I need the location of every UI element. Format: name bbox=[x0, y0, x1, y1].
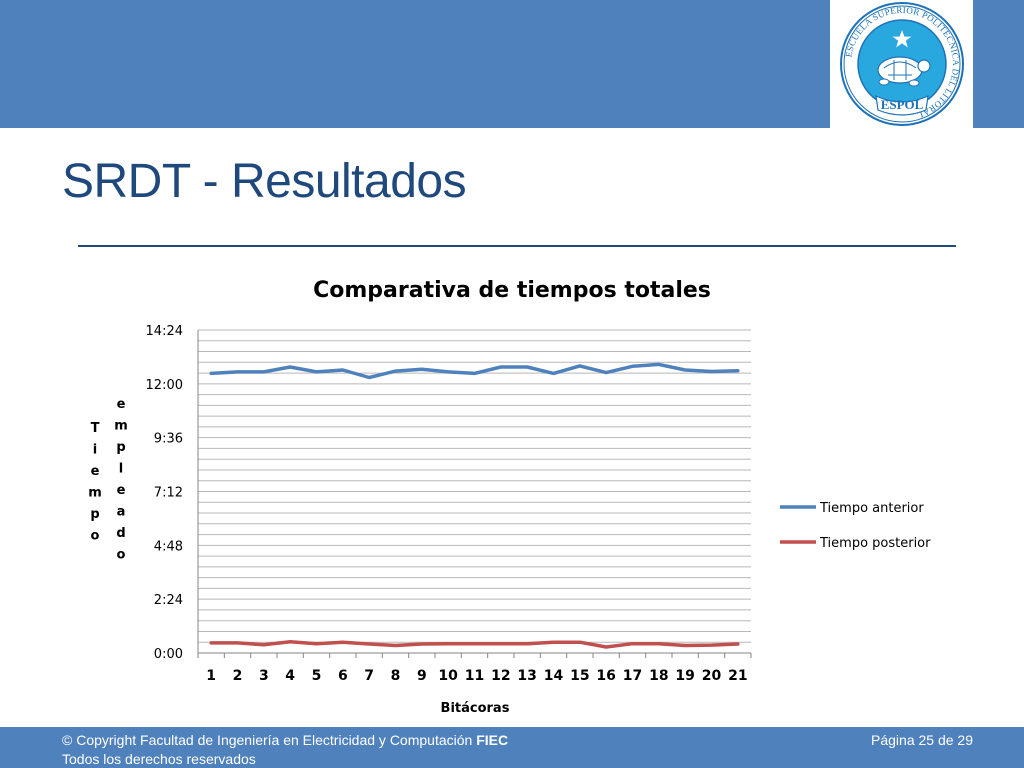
title-divider bbox=[78, 245, 956, 247]
x-tick-label: 11 bbox=[465, 668, 484, 684]
comparison-line-chart: Comparativa de tiempos totales 0:00 2:24 4… bbox=[88, 278, 931, 716]
logo-banner-text: ESPOL bbox=[881, 97, 924, 112]
x-tick-label: 10 bbox=[438, 668, 458, 684]
x-tick-label: 20 bbox=[702, 668, 722, 684]
chart-legend: Tiempo anterior Tiempo posterior bbox=[780, 501, 931, 551]
x-tick-label: 12 bbox=[491, 668, 510, 684]
footer-rights: Todos los derechos reservados bbox=[62, 751, 256, 767]
x-tick-label: 7 bbox=[364, 668, 374, 684]
x-axis-tick-labels: 1 2 3 4 5 6 7 8 9 10 11 12 13 14 15 16 17 18 19 20 21 bbox=[206, 668, 747, 684]
legend-label-1: Tiempo anterior bbox=[819, 501, 924, 516]
page-number: Página 25 de 29 bbox=[871, 732, 973, 748]
espol-logo: ESCUELA SUPERIOR POLITECNICA DEL LITORAL… bbox=[830, 0, 973, 128]
footer-copyright: © Copyright Facultad de Ingeniería en El… bbox=[62, 732, 508, 748]
footer-brand: FIEC bbox=[476, 732, 509, 748]
x-tick-label: 21 bbox=[728, 668, 747, 684]
series-line-2 bbox=[209, 640, 740, 649]
y-tick-label: 14:24 bbox=[146, 324, 183, 339]
chart-gridlines bbox=[198, 329, 751, 643]
x-tick-label: 1 bbox=[206, 668, 216, 684]
footer-bar: © Copyright Facultad de Ingeniería en El… bbox=[0, 727, 1024, 768]
copyright-text: © Copyright Facultad de Ingeniería en El… bbox=[62, 732, 477, 748]
y-tick-label: 2:24 bbox=[154, 593, 183, 608]
x-tick-label: 2 bbox=[233, 668, 243, 684]
x-tick-label: 16 bbox=[596, 668, 615, 684]
y-tick-label: 7:12 bbox=[154, 486, 183, 501]
star-icon bbox=[892, 30, 912, 48]
y-tick-label: 9:36 bbox=[154, 432, 183, 447]
y-tick-label: 4:48 bbox=[154, 539, 183, 554]
espol-seal-icon: ESCUELA SUPERIOR POLITECNICA DEL LITORAL… bbox=[840, 2, 964, 126]
x-tick-label: 18 bbox=[649, 668, 668, 684]
x-tick-label: 6 bbox=[338, 668, 348, 684]
chart-series bbox=[209, 362, 740, 649]
x-axis-label: Bitácoras bbox=[441, 701, 510, 716]
y-tick-label: 12:00 bbox=[146, 378, 183, 393]
chart-axes bbox=[197, 330, 752, 658]
x-tick-label: 14 bbox=[544, 668, 564, 684]
x-tick-label: 4 bbox=[285, 668, 295, 684]
x-tick-label: 8 bbox=[391, 668, 401, 684]
x-tick-label: 5 bbox=[312, 668, 322, 684]
x-tick-label: 3 bbox=[259, 668, 269, 684]
slide-title: SRDT - Resultados bbox=[62, 155, 467, 208]
x-tick-label: 17 bbox=[623, 668, 642, 684]
series-line-1 bbox=[209, 362, 740, 380]
x-tick-label: 19 bbox=[675, 668, 694, 684]
x-tick-label: 9 bbox=[417, 668, 427, 684]
chart-title: Comparativa de tiempos totales bbox=[313, 278, 711, 303]
y-axis-tick-labels: 0:00 2:24 4:48 7:12 9:36 12:00 14:24 bbox=[146, 324, 183, 662]
y-tick-label: 0:00 bbox=[154, 647, 183, 662]
turtle-icon bbox=[877, 56, 931, 87]
x-tick-label: 15 bbox=[570, 668, 589, 684]
legend-label-2: Tiempo posterior bbox=[819, 536, 931, 551]
x-tick-label: 13 bbox=[517, 668, 536, 684]
